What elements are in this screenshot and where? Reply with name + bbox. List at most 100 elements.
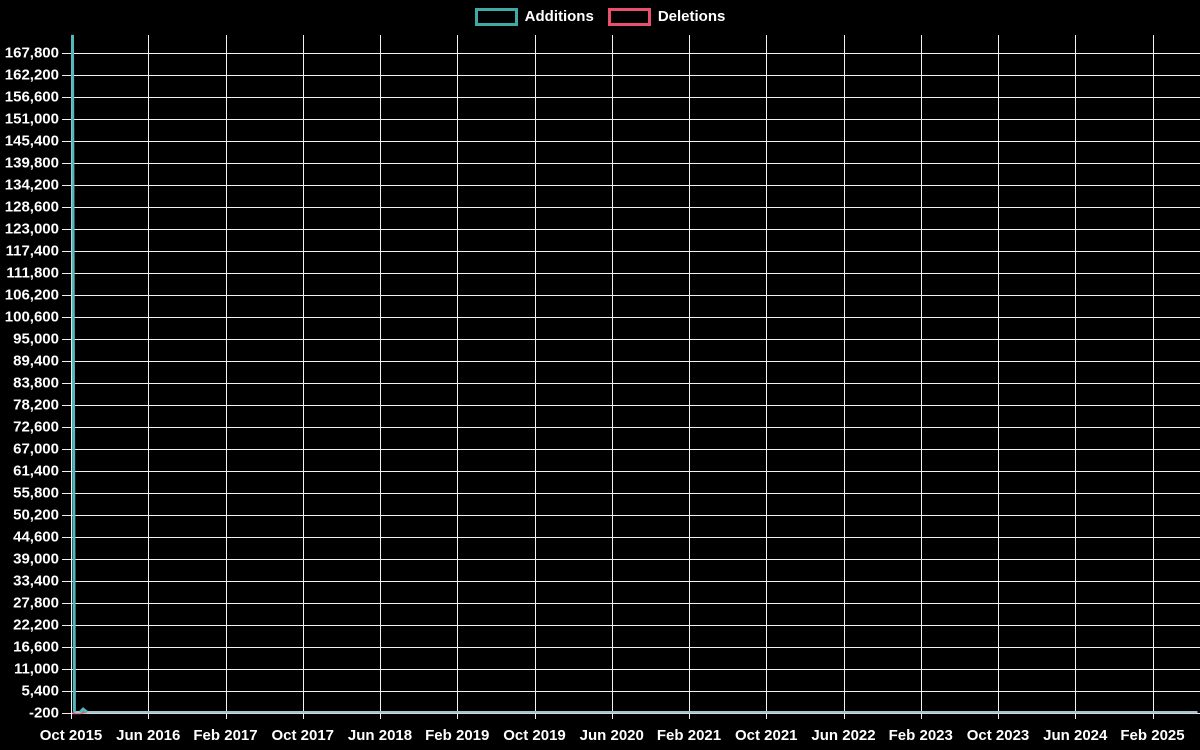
- y-tick-label: 5,400: [21, 682, 59, 700]
- deletions-swatch-icon: [607, 7, 651, 26]
- x-tick-label: Oct 2017: [271, 727, 335, 744]
- y-tick-label: 100,600: [4, 308, 59, 326]
- y-tick-mark: [62, 427, 71, 428]
- x-gridline: [843, 35, 845, 713]
- y-tick-label: 145,400: [4, 132, 59, 150]
- y-tick-mark: [62, 603, 71, 604]
- y-tick-label: 44,600: [13, 528, 59, 546]
- x-tick-mark: [611, 713, 613, 719]
- y-tick-label: 106,200: [4, 286, 59, 304]
- y-tick-label: 156,600: [4, 88, 59, 106]
- x-gridline: [766, 35, 768, 713]
- y-tick-label: 123,000: [4, 220, 59, 238]
- y-tick-mark: [62, 691, 71, 692]
- y-gridline: [71, 273, 1200, 274]
- y-tick-label: 167,800: [4, 44, 59, 62]
- x-tick-mark: [380, 713, 381, 719]
- x-tick-label: Jun 2022: [811, 727, 876, 744]
- additions-spike: [71, 34, 88, 714]
- legend-item-deletions[interactable]: Deletions: [607, 7, 726, 26]
- y-gridline: [71, 515, 1200, 516]
- y-tick-mark: [62, 449, 71, 450]
- x-tick-mark: [71, 713, 72, 719]
- x-gridline: [148, 35, 150, 713]
- x-tick-label: Jun 2016: [116, 727, 181, 744]
- y-tick-label: 39,000: [13, 550, 59, 568]
- y-tick-label: 83,800: [13, 374, 59, 392]
- x-gridline: [689, 35, 690, 713]
- y-gridline: [71, 449, 1200, 450]
- y-tick-label: 89,400: [13, 352, 59, 370]
- x-tick-mark: [534, 713, 536, 719]
- x-gridline: [1075, 35, 1077, 713]
- x-gridline: [920, 35, 922, 713]
- y-tick-label: 33,400: [13, 572, 59, 590]
- y-gridline: [71, 559, 1200, 560]
- legend: Additions Deletions: [0, 7, 1200, 26]
- x-tick-mark: [148, 713, 150, 719]
- y-tick-mark: [62, 141, 71, 142]
- y-tick-mark: [62, 405, 71, 406]
- legend-label-additions: Additions: [524, 8, 594, 25]
- y-gridline: [71, 581, 1200, 582]
- y-tick-label: 117,400: [5, 242, 59, 260]
- y-gridline: [71, 427, 1200, 428]
- y-gridline: [71, 625, 1200, 626]
- x-gridline: [225, 35, 227, 713]
- x-tick-mark: [1152, 713, 1154, 719]
- y-tick-mark: [62, 537, 71, 538]
- y-tick-mark: [62, 53, 71, 54]
- y-tick-label: 16,600: [13, 638, 59, 656]
- x-tick-label: Jun 2018: [347, 727, 413, 744]
- x-tick-label: Feb 2023: [888, 727, 953, 744]
- x-tick-mark: [998, 713, 999, 719]
- x-tick-label: Feb 2021: [656, 727, 722, 744]
- y-gridline: [71, 471, 1200, 472]
- x-tick-label: Oct 2019: [503, 727, 566, 744]
- x-tick-label: Feb 2017: [193, 727, 258, 744]
- x-tick-label: Oct 2015: [39, 727, 103, 744]
- y-tick-mark: [62, 207, 71, 208]
- legend-item-additions[interactable]: Additions: [474, 7, 594, 26]
- y-tick-label: 50,200: [13, 506, 59, 524]
- y-tick-label: 67,000: [13, 440, 59, 458]
- x-tick-label: Jun 2024: [1043, 727, 1108, 744]
- y-tick-label: 151,000: [4, 110, 59, 128]
- y-gridline: [71, 295, 1200, 296]
- y-gridline: [71, 53, 1200, 54]
- y-tick-mark: [62, 493, 71, 494]
- y-tick-mark: [62, 97, 71, 98]
- y-tick-label: 27,800: [13, 594, 59, 612]
- y-gridline: [71, 75, 1200, 76]
- y-tick-mark: [62, 361, 71, 362]
- y-gridline: [71, 251, 1200, 252]
- y-gridline: [71, 119, 1200, 120]
- x-gridline: [534, 35, 536, 713]
- y-tick-label: 134,200: [4, 176, 59, 194]
- x-gridline: [998, 35, 999, 713]
- y-tick-label: 72,600: [13, 418, 59, 436]
- y-tick-mark: [62, 119, 71, 120]
- legend-label-deletions: Deletions: [657, 8, 726, 25]
- y-tick-mark: [62, 383, 71, 384]
- x-gridline: [457, 35, 459, 713]
- x-tick-mark: [843, 713, 845, 719]
- y-gridline: [71, 537, 1200, 538]
- y-tick-mark: [62, 163, 71, 164]
- x-tick-mark: [689, 713, 690, 719]
- y-tick-label: 95,000: [13, 330, 59, 348]
- y-gridline: [71, 163, 1200, 164]
- y-gridline: [71, 669, 1200, 670]
- y-tick-label: 55,800: [13, 484, 59, 502]
- y-gridline: [71, 647, 1200, 648]
- y-gridline: [71, 141, 1200, 142]
- y-tick-label: 111,800: [6, 264, 59, 282]
- x-tick-mark: [1075, 713, 1077, 719]
- y-tick-mark: [62, 515, 71, 516]
- y-tick-label: 22,200: [13, 616, 59, 634]
- x-tick-label: Feb 2019: [425, 727, 490, 744]
- y-gridline: [71, 317, 1200, 318]
- y-tick-mark: [62, 713, 71, 714]
